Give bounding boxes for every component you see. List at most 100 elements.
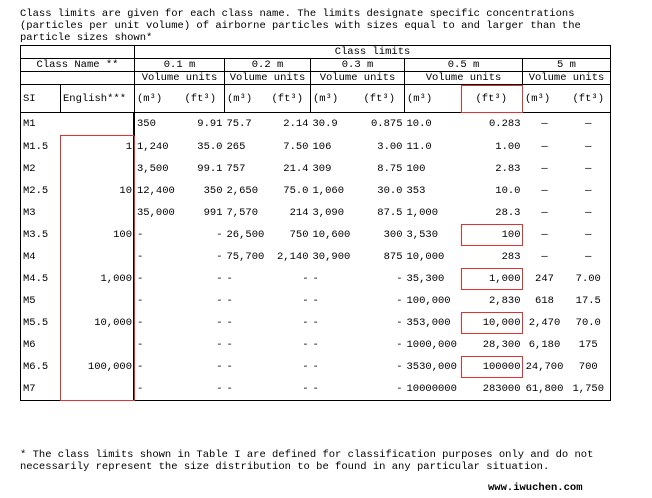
table-cell — [60, 290, 135, 312]
table-cell: 1 — [60, 135, 135, 158]
table-row: Class limits — [20, 45, 611, 59]
table-cell: - — [134, 356, 177, 378]
table-cell: M3.5 — [20, 224, 61, 246]
table-cell: 30,900 — [312, 251, 351, 263]
table-cell: M1 — [20, 112, 61, 136]
table-cell: 7.00 — [566, 268, 611, 290]
table-cell: (ft³) — [264, 84, 311, 113]
table-cell: 8.75 — [377, 163, 403, 175]
table-cell: 75,700 — [226, 251, 265, 263]
table-row: M3 35,000 991 7,570 214 3,090 87.5 1,000 28.3 — — — [20, 202, 611, 224]
table-cell: 350 — [134, 112, 177, 136]
table-cell: English*** — [60, 84, 135, 113]
table-cell: 35.0 — [197, 140, 223, 153]
table-cell: (m³) — [134, 84, 177, 113]
table-cell: 300 — [383, 229, 403, 241]
table-cell: — — [566, 180, 611, 202]
table-cell: - — [226, 273, 233, 285]
table-cell: - — [312, 273, 319, 285]
table-cell: - — [134, 334, 177, 356]
table-cell: 2.14 — [283, 118, 309, 131]
table-cell: - — [226, 317, 233, 329]
table-cell: (m³) — [310, 84, 355, 113]
table-cell: - — [226, 295, 233, 307]
table-cell: — — [541, 207, 548, 219]
table-cell: — — [541, 229, 548, 241]
table-cell: 1.00 — [495, 140, 521, 153]
table-cell — [20, 45, 135, 59]
table-cell: 28.3 — [495, 207, 521, 219]
table-cell: 10,000 — [460, 312, 523, 334]
table-cell: - — [312, 339, 319, 351]
table-cell: - — [396, 339, 403, 351]
table-cell: — — [566, 112, 611, 136]
table-row: Volume units Volume units Volume units Volu… — [20, 71, 611, 85]
table-cell: 24,700 — [525, 361, 564, 373]
table-cell: - — [134, 290, 177, 312]
table-cell: M2 — [20, 158, 61, 180]
table-cell: - — [312, 317, 319, 329]
intro-text: Class limits are given for each class na… — [20, 8, 581, 44]
table-row: M2 3,500 99.1 757 21.4 309 8.75 100 2.83 — — — [20, 158, 611, 180]
table-cell: Class Name ** — [20, 58, 135, 72]
table-row: M3.5 100- -26,500 750 10,600 300 3,530 100— — — [20, 224, 611, 246]
table-cell: 265 — [226, 140, 246, 153]
table-cell: 2,830 — [488, 295, 521, 307]
table-cell: 247 — [535, 273, 554, 285]
table-cell: — — [566, 246, 611, 268]
table-cell — [60, 158, 135, 180]
table-cell: - — [396, 361, 403, 373]
table-cell: 106 — [312, 140, 332, 153]
table-cell: 353 — [406, 185, 426, 197]
table-cell: Volume units — [310, 71, 405, 85]
table-cell: 100,000 — [60, 356, 135, 378]
table-cell: - — [216, 361, 223, 373]
table-cell: 35,000 — [134, 202, 177, 224]
table-cell: M6.5 — [20, 356, 61, 378]
table-cell: 1,060 — [312, 185, 345, 197]
watermark: www.iwuchen.com — [488, 482, 583, 494]
table-cell: 0.5 m — [404, 58, 523, 72]
table-row: M6- - - - - -1000,000 28,300 6,180 175 — [20, 334, 611, 356]
table-cell: 2,650 — [226, 185, 259, 197]
table-row: M5- - - - - -100,000 2,830 618 17.5 — [20, 290, 611, 312]
table-cell: - — [396, 295, 403, 307]
table-cell: 100 — [460, 224, 523, 246]
table-cell: - — [396, 317, 403, 329]
table-cell: 3530,000 — [406, 361, 457, 373]
table-cell: (m³) — [522, 84, 567, 113]
table-cell: 618 — [535, 295, 554, 307]
table-cell: SI — [20, 84, 61, 113]
table-cell: - — [134, 224, 177, 246]
table-cell — [60, 334, 135, 356]
table-cell: 991 — [203, 207, 223, 219]
table-cell: - — [302, 339, 309, 351]
table-cell: Volume units — [404, 71, 523, 85]
table-cell: 0.283 — [488, 118, 521, 131]
table-cell: 283 — [501, 251, 521, 263]
table-cell: 100,000 — [406, 295, 451, 307]
table-cell: 0.875 — [370, 118, 403, 131]
table-cell: 3.00 — [377, 140, 403, 153]
class-table: Class limits Class Name ** 0.1 m 0.2 m 0.3 m… — [20, 45, 611, 401]
table-cell: 10 — [60, 180, 135, 202]
table-row: M6.5 100,000- - - - - -3530,000 100000 24,700 700 — [20, 356, 611, 378]
table-cell: - — [134, 246, 177, 268]
table-cell: - — [302, 295, 309, 307]
table-cell: — — [566, 158, 611, 180]
table-cell: 353,000 — [406, 317, 451, 329]
table-cell: 3,500 — [134, 158, 177, 180]
table-cell: - — [216, 295, 223, 307]
table-cell: (m³) — [224, 84, 265, 113]
table-cell: M3 — [20, 202, 61, 224]
table-cell: - — [226, 383, 233, 395]
table-cell: Volume units — [224, 71, 311, 85]
table-cell: 2,470 — [528, 317, 561, 329]
table-cell: 75.7 — [226, 118, 252, 131]
table-cell: 750 — [289, 229, 309, 241]
table-cell: (ft³) — [566, 84, 611, 113]
table-cell: 5 m — [522, 58, 611, 72]
table-cell: — — [541, 163, 548, 175]
table-cell: M7 — [20, 378, 61, 401]
